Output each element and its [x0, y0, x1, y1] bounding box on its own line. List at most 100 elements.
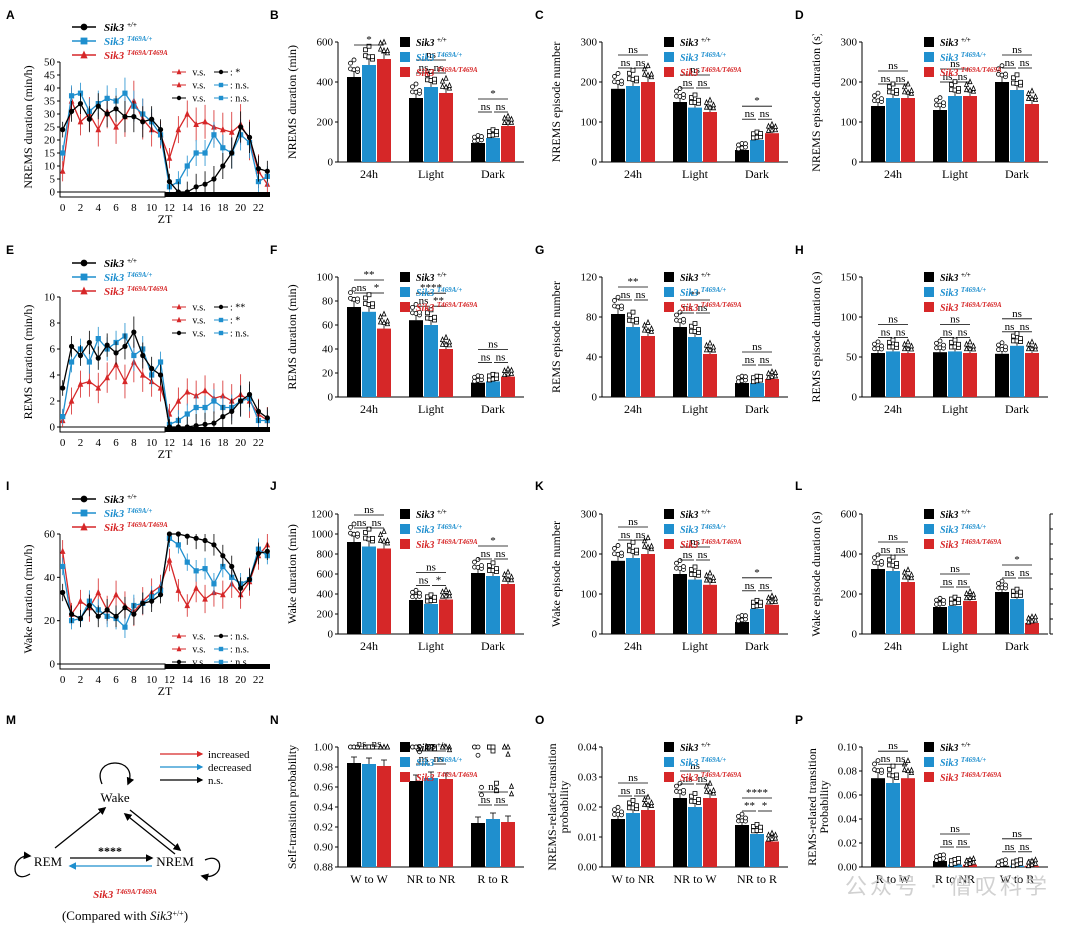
J-legend-het: Sik3 T469A/+	[400, 523, 462, 536]
point-square	[692, 321, 698, 326]
x-tick-label: 12	[164, 437, 175, 449]
bar-group-het	[362, 526, 376, 634]
point-circle	[677, 558, 683, 563]
point-square	[956, 596, 961, 602]
y-tick-label: 0	[328, 392, 334, 404]
sig-label: ns	[760, 354, 770, 366]
H-legend-het: Sik3 T469A/+	[924, 286, 986, 299]
point-circle	[410, 84, 415, 90]
point-triangle	[176, 316, 182, 323]
legend-arrow-label: decreased	[208, 762, 252, 774]
y-axis-title: probability	[557, 781, 571, 834]
annotation-vs: v.s.	[192, 632, 205, 643]
point-triangle	[765, 369, 772, 376]
K-legend-het: Sik3 T469A/+	[664, 523, 726, 536]
point-triangle	[381, 46, 387, 53]
bar-het	[688, 337, 702, 397]
point-circle	[615, 294, 621, 300]
point-circle	[229, 563, 235, 570]
point-triangle	[772, 594, 779, 601]
legend-sup: +/+	[961, 508, 971, 516]
x-tick-label: 4	[96, 202, 102, 214]
point-circle	[743, 815, 748, 821]
bar-group-hom	[765, 368, 779, 397]
bar-group-het	[1010, 72, 1024, 162]
point-square	[696, 97, 701, 103]
bar-het	[362, 65, 376, 162]
bar-group-hom	[377, 527, 391, 634]
y-tick-label: 0.00	[838, 862, 858, 874]
x-tick-label: 8	[131, 202, 137, 214]
point-circle	[202, 537, 208, 544]
point-triangle	[769, 126, 775, 133]
J-legend-hom: Sik3 T469A/T469A	[400, 538, 478, 551]
legend-sup: T469A/+	[701, 51, 726, 59]
bar-hom	[963, 601, 977, 634]
point-square	[1014, 72, 1020, 78]
bar-hom	[963, 353, 977, 397]
bar-hom	[901, 778, 915, 867]
point-triangle	[963, 345, 970, 352]
point-triangle	[122, 377, 128, 385]
point-circle	[615, 543, 621, 548]
legend-sup: T469A/+	[961, 523, 986, 531]
series-line	[62, 98, 268, 185]
point-square	[689, 567, 694, 572]
legend-sup: T469A/T469A	[961, 66, 1002, 74]
legend-label: Sik3 +/+	[416, 508, 447, 521]
legend-swatch	[400, 287, 410, 297]
point-triangle	[967, 86, 973, 93]
legend-sup: T469A/+	[437, 286, 462, 294]
point-triangle	[707, 569, 713, 576]
point-square	[432, 314, 437, 320]
point-circle	[941, 852, 946, 858]
y-tick-label: 200	[317, 609, 334, 621]
panel-D: 0 100 200 300 NREMS episode duration (s) 24h n…	[806, 32, 1061, 244]
point-triangle	[645, 793, 651, 800]
sig-label: ns	[1020, 841, 1030, 853]
point-triangle	[202, 386, 208, 394]
legend-swatch	[664, 37, 674, 47]
bar-wt	[673, 327, 687, 397]
P-legend-het: Sik3 T469A/+	[924, 756, 986, 769]
annotation-0: v.s.: n.s.	[172, 632, 249, 643]
y-tick-label: 0	[592, 157, 598, 169]
point-triangle	[707, 339, 713, 346]
sig-label: *	[490, 535, 496, 547]
legend-sup: T469A/+	[437, 51, 462, 59]
legend-swatch	[400, 772, 410, 782]
sig-label: ns	[896, 73, 906, 85]
bar-wt	[611, 88, 625, 162]
point-circle	[238, 124, 244, 130]
point-square	[428, 307, 434, 313]
legend-item-wt: Sik3 +/+	[72, 21, 137, 34]
point-triangle	[1029, 345, 1035, 352]
point-square	[696, 327, 701, 332]
point-triangle	[970, 84, 977, 91]
y-tick-label: 0.10	[838, 742, 858, 754]
point-triangle	[446, 338, 453, 345]
point-square	[218, 82, 224, 88]
point-triangle	[769, 598, 775, 604]
legend-E: Sik3 +/+Sik3 T469A/+Sik3 T469A/T469A	[72, 257, 168, 298]
y-tick-label: 80	[322, 296, 334, 308]
bar-group-hom	[963, 587, 977, 634]
x-tick-label: 2	[78, 674, 84, 686]
bar-het	[424, 325, 438, 397]
point-triangle	[377, 313, 384, 320]
point-triangle	[446, 341, 453, 348]
bar-group-wt	[735, 141, 749, 162]
y-tick-label: 400	[841, 549, 858, 561]
point-circle	[193, 184, 199, 190]
point-square	[68, 93, 75, 99]
point-triangle	[765, 122, 772, 129]
point-triangle	[967, 338, 973, 345]
legend-swatch	[664, 524, 674, 534]
sig-label: ns	[958, 836, 968, 848]
sig-label: ns	[434, 62, 444, 74]
point-triangle	[176, 632, 182, 639]
chart-B: 0 200 400 600 NREMS duration (min) 24h * Light n…	[285, 34, 524, 181]
sig-label: **	[364, 269, 375, 281]
